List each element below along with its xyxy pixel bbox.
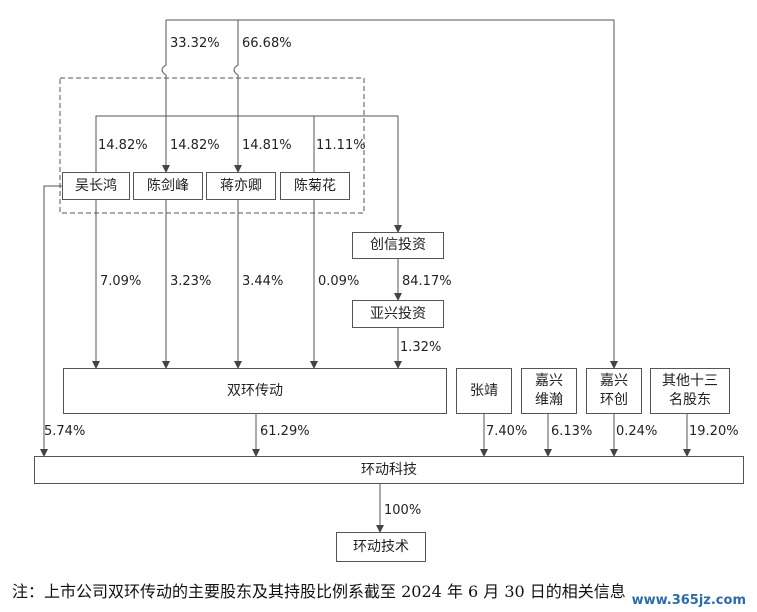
pct-wu-chuangxin: 14.82% (98, 138, 148, 153)
pct-huanchuang-keji: 0.24% (616, 424, 658, 439)
entity-box-chuangxin: 创信投资 (352, 232, 444, 259)
pct-weihan-keji: 6.13% (551, 424, 593, 439)
entity-box-huandong-keji: 环动科技 (34, 456, 744, 484)
pct-jiang-chuangxin: 14.81% (242, 138, 292, 153)
line-top-chenjianfeng (161, 20, 170, 173)
entity-box-yaxing: 亚兴投资 (352, 300, 444, 328)
entity-box-shuanghuan: 双环传动 (63, 368, 447, 414)
person-box-chen-juhua: 陈菊花 (280, 172, 350, 200)
pct-wu-shuanghuan: 7.09% (100, 274, 142, 289)
person-box-jiang: 蒋亦卿 (206, 172, 276, 200)
footnote: 注：上市公司双环传动的主要股东及其持股比例系截至 2024 年 6 月 30 日… (12, 582, 626, 601)
pct-yaxing-shuanghuan: 1.32% (400, 340, 442, 355)
family-group-dashed (59, 77, 365, 214)
pct-top-right: 66.68% (242, 36, 292, 51)
pct-chenjuhua-shuanghuan: 0.09% (318, 274, 360, 289)
entity-box-others: 其他十三 名股东 (650, 368, 730, 414)
person-box-wu: 吴长鸿 (62, 172, 130, 200)
watermark: www.365jz.com (628, 593, 749, 608)
pct-others-keji: 19.20% (689, 424, 739, 439)
pct-top-left: 33.32% (170, 36, 220, 51)
line-wu-keji (40, 185, 62, 457)
pct-keji-jishu: 100% (384, 503, 422, 518)
line-top-huanchuang (166, 19, 618, 369)
pct-chenjianfeng-shuanghuan: 3.23% (170, 274, 212, 289)
pct-zhangjing-keji: 7.40% (486, 424, 528, 439)
entity-box-huandong-jishu: 环动技术 (336, 532, 426, 562)
entity-box-jiaxing-huanchuang: 嘉兴 环创 (586, 368, 642, 414)
pct-jiang-shuanghuan: 3.44% (242, 274, 284, 289)
entity-box-zhangjing: 张靖 (456, 368, 512, 414)
entity-box-jiaxing-weihan: 嘉兴 维瀚 (521, 368, 577, 414)
pct-chenjuhua-chuangxin: 11.11% (316, 138, 366, 153)
line-top-jiang (233, 20, 242, 173)
pct-shuanghuan-keji: 61.29% (260, 424, 310, 439)
person-box-chen-jianfeng: 陈剑峰 (133, 172, 203, 200)
pct-wu-keji: 5.74% (44, 424, 86, 439)
pct-chenjianfeng-chuangxin: 14.82% (170, 138, 220, 153)
pct-chuangxin-yaxing: 84.17% (402, 274, 452, 289)
